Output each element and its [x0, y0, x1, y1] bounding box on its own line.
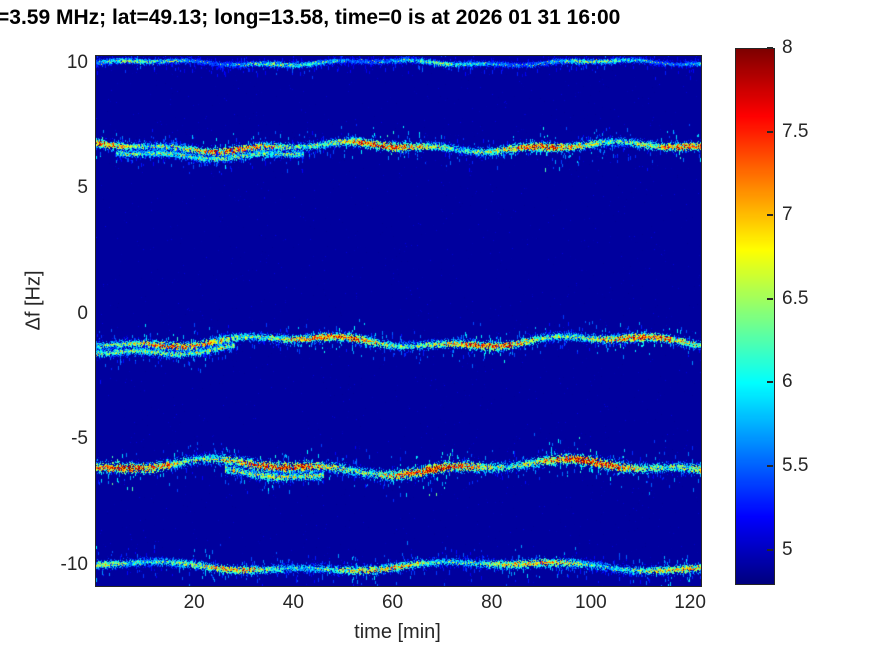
x-tick-label: 80 [481, 592, 503, 613]
colorbar-tick-label: 5.5 [782, 454, 809, 476]
colorbar-tick-mark [767, 464, 773, 467]
colorbar-tick-label: 7.5 [782, 120, 809, 142]
colorbar-tick-mark [767, 130, 773, 133]
y-tick-label: -10 [60, 553, 88, 575]
x-axis-label: time [min] [354, 621, 441, 643]
y-tick-label: 5 [77, 177, 88, 199]
colorbar-tick-mark [767, 214, 773, 217]
colorbar-tick-label: 5 [782, 538, 793, 560]
colorbar-tick-mark [767, 297, 773, 300]
y-tick-label: 10 [66, 51, 88, 73]
x-tick-label: 40 [282, 592, 304, 613]
colorbar-tick-label: 6.5 [782, 287, 809, 309]
y-axis-label: Δf [Hz] [22, 270, 45, 331]
colorbar-tick-label: 7 [782, 204, 793, 226]
x-tick-label: 20 [183, 592, 205, 613]
colorbar-tick-label: 6 [782, 371, 793, 393]
x-tick-label: 60 [381, 592, 404, 613]
y-tick-label: -5 [71, 428, 88, 450]
y-tick-label: 0 [77, 302, 88, 324]
colorbar [735, 48, 775, 585]
spectrogram-plot [95, 55, 702, 587]
x-tick-label: 120 [674, 592, 706, 613]
colorbar-tick-mark [767, 548, 773, 551]
chart-title: =3.59 MHz; lat=49.13; long=13.58, time=0… [0, 6, 621, 29]
colorbar-tick-label: 8 [782, 37, 793, 58]
colorbar-tick-mark [767, 47, 773, 49]
x-tick-label: 100 [575, 592, 607, 613]
colorbar-tick-mark [767, 381, 773, 384]
